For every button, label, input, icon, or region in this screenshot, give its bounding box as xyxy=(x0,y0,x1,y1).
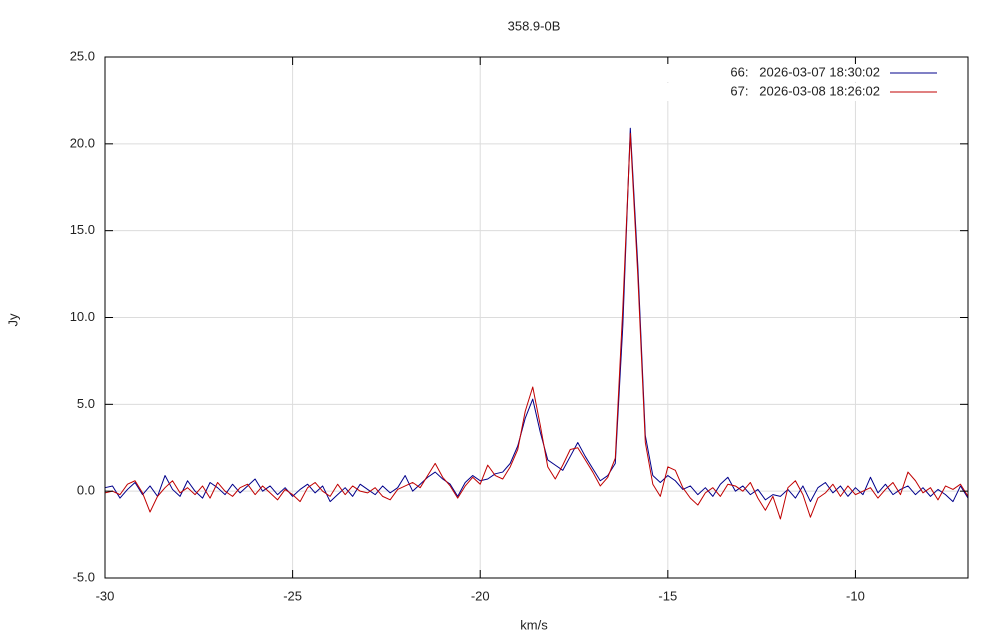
x-tick-label: -20 xyxy=(471,588,490,603)
axes: -5.0 0.0 5.0 10.0 15.0 20.0 25.0 -30 -25 -20 -15 -1… xyxy=(70,48,969,603)
y-tick-label: 10.0 xyxy=(70,309,95,324)
y-tick-label: 20.0 xyxy=(70,135,95,150)
y-tick-label: 0.0 xyxy=(77,483,95,498)
plot-lines xyxy=(104,127,969,520)
x-tick-label: -15 xyxy=(658,588,677,603)
series-line xyxy=(104,132,969,520)
x-tick-label: -25 xyxy=(283,588,302,603)
y-tick-label: 25.0 xyxy=(70,48,95,63)
x-axis-label: km/s xyxy=(520,617,548,632)
legend-background xyxy=(660,64,960,82)
legend-label: 67: 2026-03-08 18:26:02 xyxy=(730,83,880,98)
x-tick-label: -30 xyxy=(96,588,115,603)
y-tick-label: -5.0 xyxy=(73,569,95,584)
y-tick-label: 5.0 xyxy=(77,396,95,411)
legend-background xyxy=(660,83,960,101)
series-line xyxy=(104,127,969,503)
y-tick-label: 15.0 xyxy=(70,222,95,237)
plot-border xyxy=(104,56,969,579)
legend-label: 66: 2026-03-07 18:30:02 xyxy=(730,64,880,79)
chart-title: 358.9-0B xyxy=(508,18,561,33)
legend: 66: 2026-03-07 18:30:02 67: 2026-03-08 18… xyxy=(660,64,960,101)
y-axis-label: Jy xyxy=(5,313,20,327)
x-tick-label: -10 xyxy=(846,588,865,603)
